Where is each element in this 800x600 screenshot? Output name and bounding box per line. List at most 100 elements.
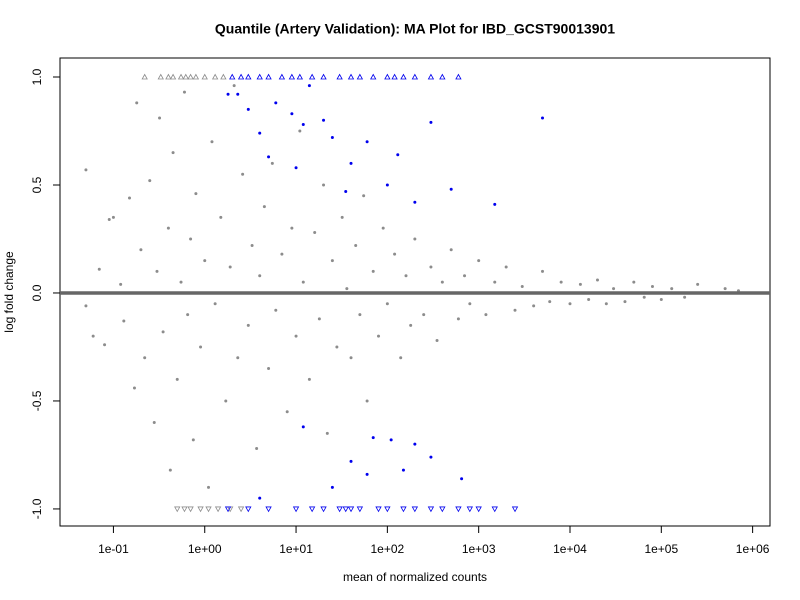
x-tick-label: 1e+02 (371, 542, 405, 556)
data-point (236, 92, 240, 96)
data-point (122, 319, 126, 323)
data-point (166, 226, 170, 230)
data-point (294, 166, 298, 170)
clipped-point (356, 506, 364, 513)
data-point (267, 155, 271, 159)
clipped-point (455, 506, 462, 513)
x-axis-label: mean of normalized counts (343, 570, 487, 584)
data-point (404, 274, 408, 278)
clipped-point (347, 73, 355, 80)
data-point (484, 313, 488, 317)
data-point (330, 259, 334, 263)
data-point (493, 280, 497, 284)
data-point (340, 215, 344, 219)
data-point (203, 259, 207, 263)
clipped-point (165, 73, 172, 80)
data-point (107, 218, 111, 222)
clipped-point (455, 73, 462, 80)
clipped-point (237, 506, 245, 513)
clipped-point (411, 73, 419, 80)
data-point (258, 274, 262, 278)
data-point (135, 101, 139, 105)
clipped-point (288, 73, 296, 80)
x-tick-label: 1e+03 (462, 542, 496, 556)
data-point (246, 107, 250, 111)
data-point (119, 282, 123, 286)
y-tick-label: -0.5 (30, 390, 44, 411)
data-point (270, 161, 274, 165)
data-point (168, 468, 172, 472)
data-point (246, 323, 250, 327)
data-point (179, 280, 183, 284)
data-point (219, 215, 223, 219)
clipped-point (237, 73, 245, 80)
data-point (623, 300, 627, 304)
data-point (226, 92, 230, 96)
data-point (365, 140, 369, 144)
data-point (349, 459, 353, 463)
data-point (449, 187, 453, 191)
data-point (232, 84, 236, 88)
data-point (696, 282, 700, 286)
data-point (587, 297, 591, 301)
data-point (213, 302, 217, 306)
data-point (236, 356, 240, 360)
data-point (175, 377, 179, 381)
data-point (322, 118, 326, 122)
data-point (401, 468, 405, 472)
data-point (301, 280, 305, 284)
data-point (413, 442, 417, 446)
data-point (285, 410, 289, 414)
data-point (262, 205, 266, 209)
data-point (377, 334, 381, 338)
clipped-point (296, 73, 304, 80)
clipped-point (466, 506, 474, 513)
clipped-point (308, 73, 316, 80)
data-point (362, 194, 366, 198)
data-point (111, 215, 115, 219)
data-point (365, 472, 369, 476)
clipped-point (320, 506, 327, 513)
data-point (290, 112, 294, 116)
y-tick-label: 0.0 (30, 284, 44, 301)
data-point (298, 129, 302, 133)
clipped-point (308, 506, 316, 513)
data-point (152, 421, 156, 425)
data-point (301, 123, 305, 127)
data-point (330, 485, 334, 489)
data-point (307, 84, 311, 88)
x-tick-label: 1e-01 (98, 542, 129, 556)
data-point (632, 280, 636, 284)
clipped-point (220, 73, 227, 80)
data-point (349, 356, 353, 360)
clipped-point (336, 506, 343, 513)
data-point (504, 265, 508, 269)
data-point (385, 302, 389, 306)
data-point (84, 168, 88, 172)
data-point (91, 334, 95, 338)
data-point (84, 304, 88, 308)
data-point (307, 377, 311, 381)
clipped-point (205, 506, 212, 513)
clipped-point (192, 73, 200, 80)
data-point (313, 231, 317, 235)
data-point (723, 287, 727, 291)
data-point (399, 356, 403, 360)
data-point (683, 295, 687, 299)
data-point (148, 179, 152, 183)
data-point (199, 345, 203, 349)
y-tick-label: 0.5 (30, 176, 44, 193)
data-point (365, 399, 369, 403)
data-point (354, 243, 358, 247)
data-point (532, 304, 536, 308)
data-point (155, 269, 159, 273)
clipped-point (265, 73, 272, 80)
data-point (612, 287, 616, 291)
data-point (460, 477, 464, 481)
data-point (463, 274, 467, 278)
clipped-point (181, 506, 188, 513)
clipped-point (356, 73, 364, 80)
clipped-point (141, 73, 148, 80)
